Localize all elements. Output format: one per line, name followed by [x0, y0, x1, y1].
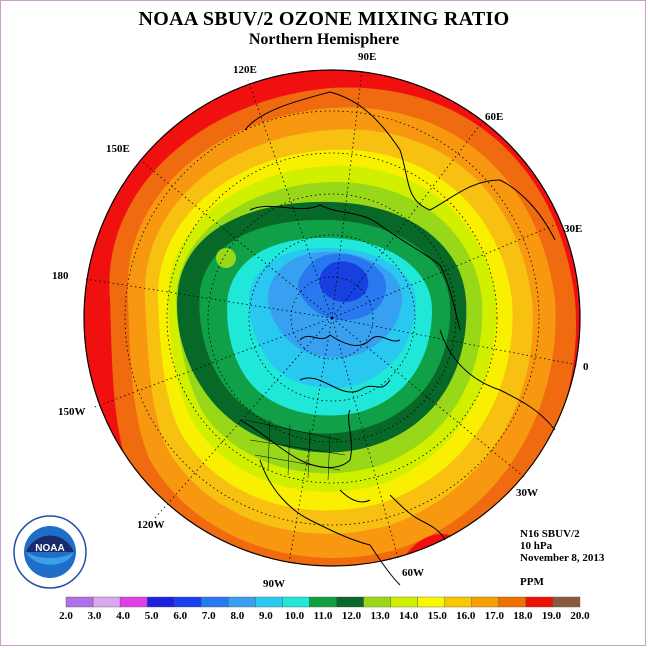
- page-subtitle: Northern Hemisphere: [248, 31, 400, 48]
- lon-label-150w: 150W: [58, 406, 86, 418]
- colorbar-tick-label: 7.0: [202, 610, 216, 622]
- colorbar-tick-label: 12.0: [342, 610, 362, 622]
- date-label: November 8, 2013: [520, 552, 605, 564]
- colorbar-tick-label: 8.0: [230, 610, 244, 622]
- colorbar-tick-label: 18.0: [513, 610, 533, 622]
- noaa-logo: NOAA: [13, 515, 87, 589]
- lon-label-120w: 120W: [137, 519, 165, 531]
- colorbar-swatch: [390, 596, 418, 608]
- colorbar-swatch: [255, 596, 283, 608]
- colorbar-swatch: [174, 596, 202, 608]
- colorbar-swatch: [471, 596, 500, 608]
- colorbar-swatch: [363, 596, 391, 608]
- noaa-logo-text: NOAA: [35, 543, 64, 554]
- band-6: [319, 261, 369, 302]
- lon-label-180: 180: [52, 270, 69, 282]
- colorbar-tick-label: 19.0: [542, 610, 562, 622]
- colorbar-tick-label: 2.0: [59, 610, 73, 622]
- lon-label-150e: 150E: [106, 143, 130, 155]
- colorbar-swatch: [525, 596, 554, 608]
- colorbar-swatch: [92, 596, 121, 608]
- colorbar-tick-label: 14.0: [399, 610, 419, 622]
- colorbar-swatch: [282, 596, 310, 608]
- colorbar-tick-label: 15.0: [428, 610, 448, 622]
- colorbar-swatch: [119, 596, 148, 608]
- colorbar-swatch: [201, 596, 229, 608]
- colorbar-tick-label: 13.0: [370, 610, 390, 622]
- colorbar-swatch: [336, 596, 364, 608]
- latitude-circles: [124, 110, 540, 526]
- colorbar-tick-label: 10.0: [285, 610, 305, 622]
- meridian-lines: [85, 70, 579, 564]
- colorbar-swatch: [552, 596, 581, 608]
- map-border: [83, 69, 581, 567]
- colorbar-swatch: [65, 596, 94, 608]
- colorbar-tick-label: 3.0: [88, 610, 102, 622]
- page-title: NOAA SBUV/2 OZONE MIXING RATIO: [138, 8, 510, 30]
- country-borders: [244, 419, 346, 481]
- ozone-patch: [216, 248, 236, 268]
- colorbar-tick-label: 17.0: [485, 610, 505, 622]
- colorbar-labels: 2.0 3.0 4.0 5.0 6.0 7.0 8.0 9.0 10.0 11.0 12.0 13.0…: [59, 610, 590, 622]
- lon-label-30e: 30E: [564, 223, 582, 235]
- colorbar-swatch: [309, 596, 337, 608]
- lon-label-120e: 120E: [233, 64, 257, 76]
- instrument-label: N16 SBUV/2: [520, 528, 580, 540]
- lon-label-60w: 60W: [402, 567, 424, 579]
- colorbar-tick-label: 5.0: [145, 610, 159, 622]
- colorbar-tick-label: 4.0: [116, 610, 130, 622]
- colorbar-swatch: [417, 596, 445, 608]
- colorbar-tick-label: 16.0: [456, 610, 476, 622]
- colorbar-tick-label: 11.0: [314, 610, 333, 622]
- coastlines: [239, 91, 556, 586]
- unit-label: PPM: [520, 576, 544, 588]
- lon-label-30w: 30W: [516, 487, 538, 499]
- colorbar: [65, 596, 581, 608]
- colorbar-swatch: [146, 596, 175, 608]
- lon-label-60e: 60E: [485, 111, 503, 123]
- colorbar-tick-label: 20.0: [570, 610, 590, 622]
- colorbar-tick-label: 9.0: [259, 610, 273, 622]
- colorbar-swatch: [228, 596, 256, 608]
- colorbar-tick-label: 6.0: [173, 610, 187, 622]
- level-label: 10 hPa: [520, 540, 553, 552]
- lon-label-0: 0: [583, 361, 589, 373]
- colorbar-swatch: [498, 596, 527, 608]
- colorbar-swatch: [444, 596, 472, 608]
- lon-label-90e: 90E: [358, 51, 376, 63]
- lon-label-90w: 90W: [263, 578, 285, 590]
